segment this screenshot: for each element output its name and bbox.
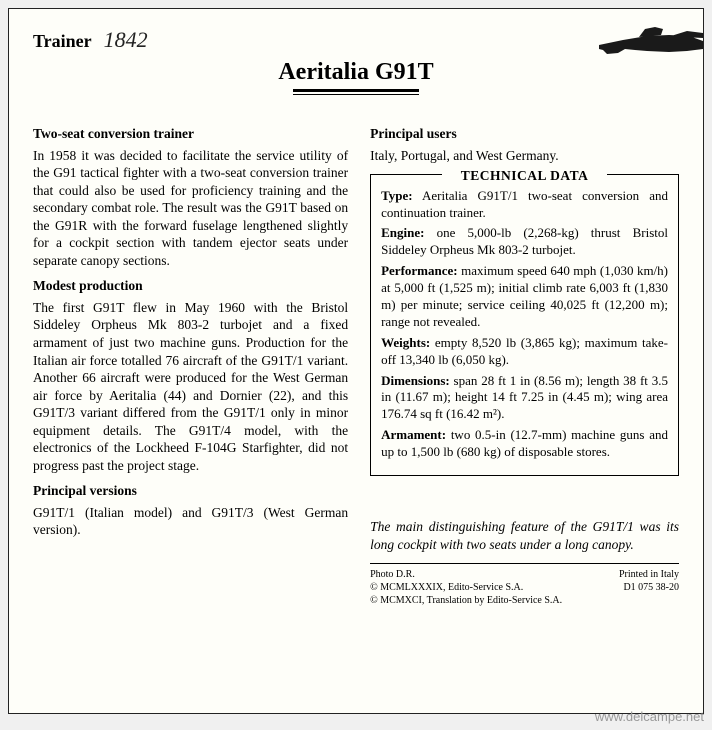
right-column: Principal users Italy, Portugal, and Wes… xyxy=(370,125,679,607)
tech-title: TECHNICAL DATA xyxy=(442,167,607,185)
para-intro: In 1958 it was decided to facilitate the… xyxy=(33,147,348,270)
tech-perf-l: Performance: xyxy=(381,263,458,278)
tech-type: Type: Aeritalia G91T/1 two-seat conversi… xyxy=(381,188,668,222)
tech-weights: Weights: empty 8,520 lb (3,865 kg); maxi… xyxy=(381,335,668,369)
content-columns: Two-seat conversion trainer In 1958 it w… xyxy=(33,125,679,607)
tech-dim: Dimensions: span 28 ft 1 in (8.56 m); le… xyxy=(381,373,668,424)
h-versions: Principal versions xyxy=(33,483,137,498)
watermark: www.delcampe.net xyxy=(595,709,704,724)
para-production: The first G91T flew in May 1960 with the… xyxy=(33,299,348,474)
tech-weights-l: Weights: xyxy=(381,335,430,350)
handwritten-number: 1842 xyxy=(104,27,148,52)
tech-arm: Armament: two 0.5-in (12.7-mm) machine g… xyxy=(381,427,668,461)
tech-engine-v: one 5,000-lb (2,268-kg) thrust Bristol S… xyxy=(381,225,668,257)
tech-type-v: Aeritalia G91T/1 two-seat conversion and… xyxy=(381,188,668,220)
tech-arm-l: Armament: xyxy=(381,427,446,442)
section-heading-3: Principal versions xyxy=(33,482,348,500)
para-versions: G91T/1 (Italian model) and G91T/3 (West … xyxy=(33,504,348,539)
credit-copy2: © MCMXCI, Translation by Edito-Service S… xyxy=(370,594,562,607)
section-heading-1: Two-seat conversion trainer xyxy=(33,125,348,143)
tech-perf: Performance: maximum speed 640 mph (1,03… xyxy=(381,263,668,331)
credits-right: Printed in Italy D1 075 38-20 xyxy=(619,568,679,607)
tech-engine: Engine: one 5,000-lb (2,268-kg) thrust B… xyxy=(381,225,668,259)
category-label: Trainer xyxy=(33,31,92,51)
h-users: Principal users xyxy=(370,126,457,141)
category-wrap: Trainer 1842 xyxy=(33,27,148,53)
h-two-seat: Two-seat conversion trainer xyxy=(33,126,194,141)
para-users: Italy, Portugal, and West Germany. xyxy=(370,147,679,165)
technical-data-box: TECHNICAL DATA Type: Aeritalia G91T/1 tw… xyxy=(370,174,679,476)
title-underline xyxy=(293,89,419,92)
credits-row: Photo D.R. © MCMLXXXIX, Edito-Service S.… xyxy=(370,563,679,607)
credit-photo: Photo D.R. xyxy=(370,568,562,581)
credit-code: D1 075 38-20 xyxy=(619,581,679,594)
tech-type-l: Type: xyxy=(381,188,413,203)
tech-engine-l: Engine: xyxy=(381,225,424,240)
info-card: Trainer 1842 Aeritalia G91T Two-seat con… xyxy=(8,8,704,714)
photo-caption: The main distinguishing feature of the G… xyxy=(370,518,679,553)
tech-dim-l: Dimensions: xyxy=(381,373,450,388)
credit-copy1: © MCMLXXXIX, Edito-Service S.A. xyxy=(370,581,562,594)
left-column: Two-seat conversion trainer In 1958 it w… xyxy=(33,125,348,607)
title-underline-thin xyxy=(293,94,419,95)
section-heading-2: Modest production xyxy=(33,277,348,295)
h-modest: Modest production xyxy=(33,278,143,293)
credit-printed: Printed in Italy xyxy=(619,568,679,581)
aircraft-icon xyxy=(583,23,703,65)
section-heading-users: Principal users xyxy=(370,125,679,143)
credits-left: Photo D.R. © MCMLXXXIX, Edito-Service S.… xyxy=(370,568,562,607)
